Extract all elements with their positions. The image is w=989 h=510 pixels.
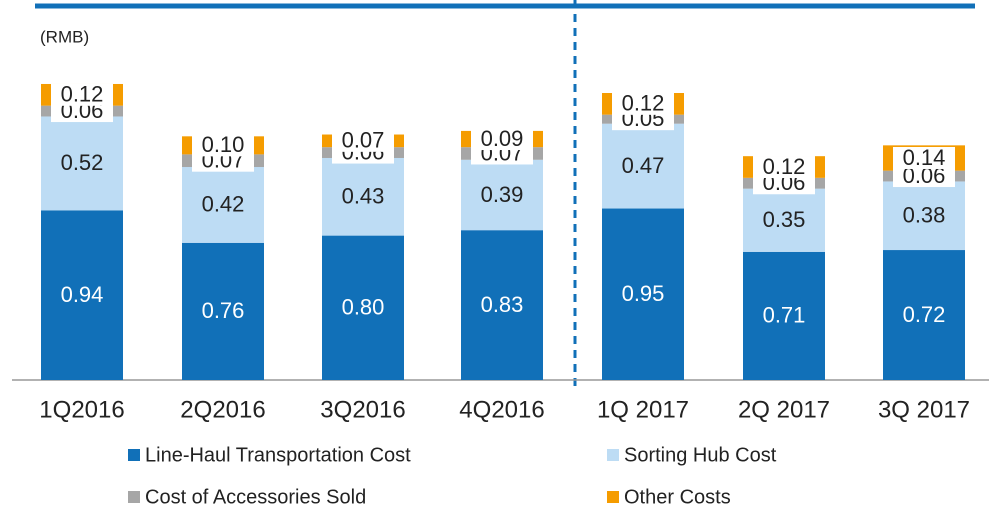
data-label: 0.80 (342, 295, 385, 320)
data-label: 0.35 (763, 207, 806, 232)
label-box (612, 92, 674, 115)
label-box (192, 134, 254, 157)
x-tick-label: 2Q2016 (180, 396, 265, 423)
data-label: 0.43 (342, 184, 385, 209)
data-label: 0.09 (481, 126, 524, 151)
bar-segment (41, 116, 123, 211)
data-label: 0.12 (61, 82, 104, 107)
x-tick-label: 3Q 2017 (878, 396, 970, 423)
data-label: 0.52 (61, 150, 104, 175)
label-box (893, 146, 955, 169)
data-label: 0.07 (342, 128, 385, 153)
label-box (753, 156, 815, 179)
bar-segment (322, 157, 404, 236)
data-label: 0.14 (903, 145, 946, 170)
legend-label: Cost of Accessories Sold (145, 486, 366, 508)
label-box (893, 165, 955, 188)
data-label: 0.39 (481, 182, 524, 207)
bar-segment (743, 251, 825, 380)
data-label: 0.10 (202, 132, 245, 157)
bar-segment (182, 167, 264, 243)
bar-segment (322, 235, 404, 380)
legend-label: Sorting Hub Cost (624, 444, 777, 466)
legend-swatch (128, 449, 140, 461)
bar-segment (602, 123, 684, 209)
bar-segment (602, 208, 684, 380)
data-label: 0.72 (903, 302, 946, 327)
data-label: 0.12 (763, 154, 806, 179)
data-label: 0.83 (481, 292, 524, 317)
unit-label: (RMB) (40, 27, 89, 46)
x-tick-label: 1Q2016 (39, 396, 124, 423)
data-label: 0.94 (61, 282, 104, 307)
x-tick-label: 3Q2016 (320, 396, 405, 423)
legend-swatch (607, 449, 619, 461)
bar-segment (461, 159, 543, 231)
bar-segment (182, 242, 264, 380)
legend-swatch (607, 491, 619, 503)
data-label: 0.76 (202, 298, 245, 323)
x-tick-label: 1Q 2017 (597, 396, 689, 423)
legend-label: Line-Haul Transportation Cost (145, 444, 411, 466)
x-tick-label: 2Q 2017 (738, 396, 830, 423)
bar-segment (883, 250, 965, 380)
bar-segment (883, 181, 965, 251)
data-label: 0.12 (622, 91, 665, 116)
bar-segment (461, 230, 543, 380)
data-label: 0.47 (622, 153, 665, 178)
data-label: 0.71 (763, 303, 806, 328)
bar-segment (41, 210, 123, 380)
legend-label: Other Costs (624, 486, 731, 508)
x-tick-label: 4Q2016 (459, 396, 544, 423)
bar-segment (743, 188, 825, 252)
data-label: 0.95 (622, 281, 665, 306)
data-label: 0.38 (903, 203, 946, 228)
legend-swatch (128, 491, 140, 503)
data-label: 0.42 (202, 192, 245, 217)
label-box (471, 128, 533, 151)
label-box (51, 83, 113, 106)
label-box (332, 129, 394, 152)
